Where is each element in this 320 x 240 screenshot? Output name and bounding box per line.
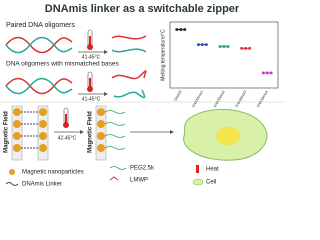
marker <box>269 71 273 75</box>
legend: Magnetic nanoparticles DNAmis Linker PEG… <box>5 165 219 188</box>
marker <box>248 47 251 50</box>
marker <box>175 28 179 31</box>
y-axis-label: Melting temperature/°C <box>160 29 166 81</box>
field-label: Magnetic Field <box>88 111 94 153</box>
field-label: Magnetic Field <box>4 111 10 153</box>
nanoparticle-column <box>11 105 49 161</box>
curled-strands <box>111 70 147 99</box>
legend-text: Heat <box>206 167 219 173</box>
background <box>0 0 284 200</box>
legend-text: LMWP <box>130 178 148 184</box>
mismatched-label: DNA oligomers with mismatched bases <box>6 61 119 68</box>
marker <box>226 45 230 48</box>
mismatched-helix <box>5 77 73 95</box>
title: DNAmis linker as a switchable zipper <box>45 3 240 15</box>
thermometer <box>78 71 108 96</box>
marker <box>197 43 200 46</box>
plot-frame <box>169 21 279 89</box>
temp-label: 41-45°C <box>82 96 101 102</box>
legend-text: Cell <box>206 180 216 186</box>
marker <box>179 28 183 31</box>
marker <box>222 45 226 48</box>
separated-strands <box>111 35 147 53</box>
marker <box>265 71 269 75</box>
graphical-abstract: DNAmis linker as a switchable zipper Pai… <box>0 0 284 200</box>
marker <box>240 47 243 50</box>
released-nanoparticles <box>95 105 174 161</box>
x-tick-label: DNA33 <box>173 90 182 102</box>
temp-label: 42-45°C <box>58 135 77 141</box>
marker <box>183 28 187 31</box>
paired-helix <box>5 36 73 54</box>
marker <box>261 71 265 75</box>
legend-text: PEG2.5k <box>130 166 155 172</box>
marker <box>205 43 208 46</box>
temp-label: 41-45°C <box>82 54 101 60</box>
thermometer <box>78 29 108 54</box>
marker <box>244 47 247 50</box>
thermometer <box>54 107 84 134</box>
legend-text: DNAmis Linker <box>22 182 62 188</box>
cell <box>183 108 268 161</box>
marker <box>218 45 222 48</box>
legend-text: Magnetic nanoparticles <box>22 170 84 176</box>
marker <box>201 43 204 46</box>
paired-label: Paired DNA oligomers <box>6 22 75 29</box>
